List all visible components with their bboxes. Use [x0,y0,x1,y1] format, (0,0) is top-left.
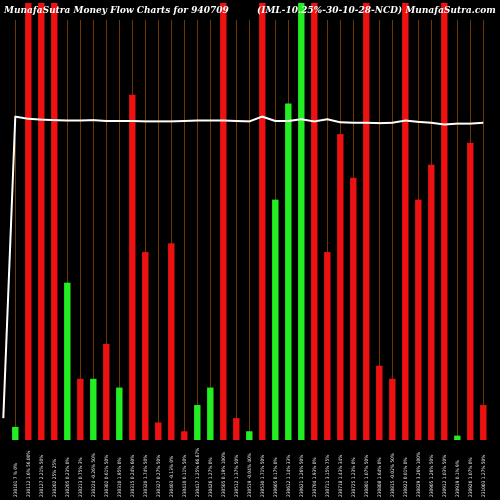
bar-green [90,378,97,440]
bar-green [64,282,71,440]
bar-red [324,252,331,440]
x-tick-label: 230410 0.11% 50% [182,455,188,497]
bar-red [480,405,487,440]
bar-red [155,422,162,440]
bar-green [285,103,292,440]
x-tick-label: 230711 3.15% 75% [325,455,331,497]
x-tick-label: 230302 0.61% 50% [104,455,110,497]
x-tick-label: 230808 1.64% 0% [377,457,383,497]
x-tick-label: 230224 -0.26% 50% [91,453,97,497]
bar-red [259,3,266,440]
x-tick-label: 230704 1.93% 0% [312,457,318,497]
x-tick-label: 230621 1.26% 50% [299,455,305,497]
bar-red [389,378,396,440]
x-axis-tick-labels: 230101 7 % 0% 230112 1.6% 56.00% 230127 2.… [13,448,487,497]
bar-green [246,431,253,440]
money-flow-line-path [2,115,484,419]
x-tick-label: 230320 1.74% 50% [143,455,149,497]
bar-green [454,435,461,440]
bar-red [77,378,84,440]
bar-red [428,164,435,440]
x-tick-label: 230205 0.23% 0% [65,457,71,497]
bar-red [363,3,370,440]
bar-red [350,177,357,441]
x-tick-label: 230718 1.43% 34% [338,455,344,497]
x-tick-label: 230505 0.19% 100% [221,452,227,497]
bar-red [168,243,175,440]
x-tick-label: 230403 -0.13% 0% [169,456,175,497]
x-tick-label: 230417 1.25% 66.67% [195,448,201,497]
x-tick-label: 230612 1.14% 33% [286,455,292,497]
bar-red [415,199,422,440]
chart-title: MunafaSutra Money Flow Charts for 940709 [3,6,229,16]
x-tick-label: 230101 7 % 0% [13,463,19,497]
bar-green [194,405,201,440]
x-tick-label: 230530 1.71% 50% [260,455,266,497]
x-tick-label: 230926 1.07% 0% [468,457,474,497]
bar-red [142,252,149,440]
bars [12,2,487,441]
x-tick-label: 230905 1.26% 50% [429,455,435,497]
bar-red [441,3,448,440]
x-tick-label: 231003 1.27% 50% [481,455,487,497]
x-tick-label: 230519 -0.04% 40% [247,453,253,497]
bar-red [467,142,474,440]
bar-red [402,3,409,440]
bar-green [272,199,279,440]
bar-red [129,94,136,441]
x-tick-label: 230112 1.6% 56.00% [26,451,32,497]
x-tick-label: 230801 1.07% 50% [364,455,370,497]
bar-green [12,426,19,440]
bar-green [298,2,305,441]
bar-red [103,343,110,440]
chart-subtitle: (IML-10.25%-30-10-28-NCD) MunafaSutra.co… [257,5,496,16]
x-tick-label: 230829 3.26% 100% [416,452,422,497]
bar-red [51,3,58,440]
x-tick-label: 230822 0.01% 0% [403,457,409,497]
bar-red [311,3,318,440]
x-tick-label: 230315 0.24% 60% [130,455,136,497]
x-tick-label: 230202 25% 25% [52,459,58,497]
x-tick-label: 230919 0.1% 9% [455,460,461,497]
x-tick-label: 230127 2.21% 50% [39,455,45,497]
bar-green [207,387,214,440]
bar-red [233,418,240,440]
x-tick-label: 230725 1.23% 0% [351,457,357,497]
x-tick-label: 230426 1.27% 0% [208,457,214,497]
x-tick-label: 230815 -0.02% 50% [390,453,396,497]
bar-red [25,3,32,440]
bar-red [337,134,344,440]
bar-red [38,3,45,440]
x-tick-label: 230512 1.37% 50% [234,455,240,497]
x-tick-label: 230213 0.75% 3% [78,457,84,497]
bar-red [376,365,383,440]
money-flow-line [2,115,484,419]
bar-red [181,431,188,440]
x-tick-label: 230310 1.95% 0% [117,457,123,497]
bar-red [220,3,227,440]
bar-green [116,387,123,440]
x-tick-label: 230327 0.27% 50% [156,455,162,497]
x-tick-label: 230912 1.03% 50% [442,455,448,497]
x-tick-label: 230605 0.17% 0% [273,457,279,497]
